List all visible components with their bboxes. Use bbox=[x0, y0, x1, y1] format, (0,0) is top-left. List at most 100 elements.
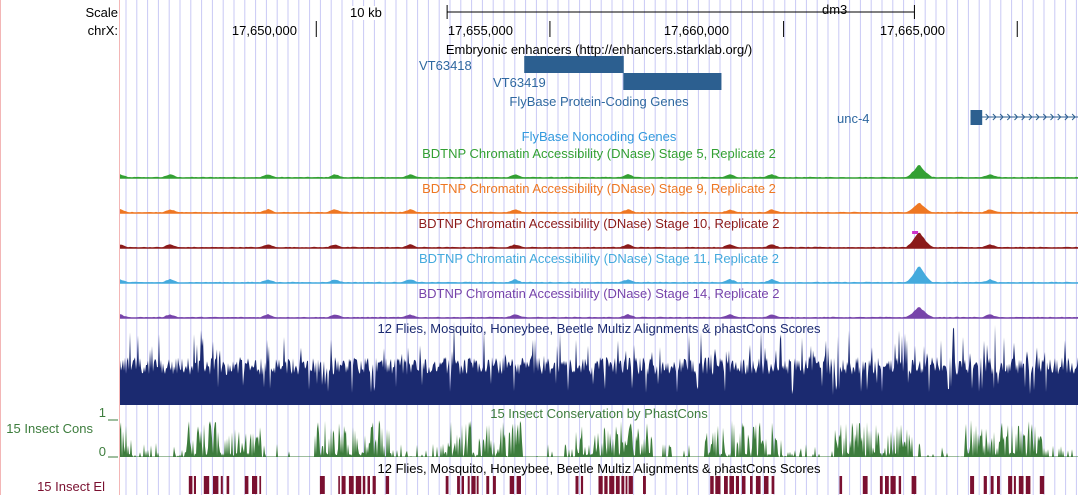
flybase-noncoding-title[interactable]: FlyBase Noncoding Genes bbox=[521, 129, 677, 144]
conserved-element bbox=[970, 476, 975, 494]
conserved-element bbox=[341, 476, 346, 494]
dnase-stage14-title[interactable]: BDTNP Chromatin Accessibility (DNase) St… bbox=[418, 286, 780, 301]
phastcons-track-title[interactable]: 15 Insect Conservation by PhastCons bbox=[490, 406, 708, 421]
conserved-element bbox=[771, 476, 775, 494]
conserved-element bbox=[735, 476, 739, 494]
conserved-element bbox=[461, 476, 464, 494]
multiz-track-title[interactable]: 12 Flies, Mosquito, Honeybee, Beetle Mul… bbox=[377, 321, 821, 336]
conserved-element bbox=[355, 476, 362, 494]
conserved-element bbox=[338, 476, 340, 494]
conserved-elements bbox=[188, 476, 1045, 494]
phastcons-wiggle bbox=[120, 420, 1078, 457]
conserved-element bbox=[741, 476, 746, 494]
base-position-ruler bbox=[315, 5, 1018, 37]
conserved-element bbox=[492, 476, 496, 494]
conserved-element bbox=[188, 476, 193, 494]
ruler-tick-label-1: 17,650,000 bbox=[231, 23, 297, 38]
multiz-wiggle bbox=[120, 321, 1078, 405]
conserved-element bbox=[1008, 476, 1013, 494]
conserved-element bbox=[862, 476, 868, 494]
gene-strand-arrow bbox=[1021, 113, 1026, 121]
gene-feature-unc-4[interactable] bbox=[970, 110, 1078, 125]
conserved-element bbox=[983, 476, 987, 494]
conserved-element bbox=[604, 476, 608, 494]
dnase-signal-tracks bbox=[120, 165, 1078, 319]
conserved-element bbox=[890, 476, 896, 494]
cons-axis-max: 1 bbox=[98, 405, 106, 420]
conserved-element bbox=[220, 476, 223, 494]
conserved-element bbox=[625, 476, 628, 494]
conserved-element bbox=[213, 476, 219, 494]
dnase-stage10-clipped-peak bbox=[912, 231, 919, 234]
dnase-stage9-title[interactable]: BDTNP Chromatin Accessibility (DNase) St… bbox=[422, 181, 776, 196]
dnase-stage5-title[interactable]: BDTNP Chromatin Accessibility (DNase) St… bbox=[422, 146, 776, 161]
conserved-element bbox=[724, 476, 728, 494]
scale-bar-text: 10 kb bbox=[348, 5, 384, 20]
gene-label-unc-4[interactable]: unc-4 bbox=[837, 111, 870, 126]
cons-track-label[interactable]: 15 Insect Cons bbox=[6, 421, 93, 436]
conserved-element bbox=[879, 476, 883, 494]
conserved-element bbox=[471, 476, 476, 494]
conserved-element bbox=[203, 476, 210, 494]
gene-strand-arrow bbox=[1042, 113, 1048, 121]
conserved-element bbox=[1018, 476, 1024, 494]
conserved-element bbox=[628, 476, 633, 494]
multiz-signal bbox=[120, 321, 1078, 405]
scale-label: Scale bbox=[85, 5, 118, 20]
conserved-element bbox=[580, 476, 584, 494]
enhancers-track-title[interactable]: Embryonic enhancers (http://enhancers.st… bbox=[445, 42, 753, 57]
conserved-element bbox=[643, 476, 646, 494]
conserved-element bbox=[621, 476, 625, 494]
gene-strand-arrow bbox=[1006, 113, 1012, 121]
gene-strand-arrow bbox=[1035, 113, 1040, 121]
conserved-element bbox=[516, 476, 521, 494]
gene-strand-arrow bbox=[1050, 113, 1055, 121]
gene-exon bbox=[970, 110, 983, 125]
conserved-element bbox=[615, 476, 620, 494]
enhancer-features[interactable] bbox=[524, 56, 722, 90]
enhancer-block-VT63419 bbox=[623, 73, 722, 90]
gene-strand-arrow bbox=[1071, 113, 1076, 121]
tracks-canvas[interactable] bbox=[120, 0, 1078, 495]
cons-axis-min: 0 bbox=[98, 444, 106, 459]
label-separator bbox=[119, 0, 120, 495]
track-label-panel[interactable]: Scale chrX: 15 Insect Cons 1 0 15 Insect… bbox=[0, 0, 119, 495]
gene-strand-arrow bbox=[1057, 113, 1062, 121]
conserved-element bbox=[319, 476, 325, 494]
conserved-element bbox=[575, 476, 579, 494]
conserved-element bbox=[598, 476, 603, 494]
enhancer-label-VT63418[interactable]: VT63418 bbox=[419, 58, 472, 73]
elements-track-title[interactable]: 12 Flies, Mosquito, Honeybee, Beetle Mul… bbox=[377, 461, 821, 476]
ruler-tick-label-3: 17,660,000 bbox=[663, 23, 729, 38]
ruler-tick-label-2: 17,655,000 bbox=[447, 23, 513, 38]
conserved-element bbox=[729, 476, 734, 494]
conserved-element bbox=[764, 476, 769, 494]
enhancer-block-VT63418 bbox=[524, 56, 624, 73]
conserved-element bbox=[226, 476, 230, 494]
dnase-signal-2 bbox=[120, 232, 1078, 248]
conserved-element bbox=[486, 476, 490, 494]
flybase-coding-title[interactable]: FlyBase Protein-Coding Genes bbox=[509, 94, 689, 109]
conserved-element bbox=[193, 476, 196, 494]
conserved-element bbox=[710, 476, 714, 494]
dnase-stage10-title[interactable]: BDTNP Chromatin Accessibility (DNase) St… bbox=[418, 216, 780, 231]
phastcons-signal bbox=[120, 420, 1078, 457]
tracks-area[interactable]: 10 kb dm3 17,650,000 17,655,000 17,660,0… bbox=[120, 0, 1078, 495]
conserved-element bbox=[457, 476, 460, 494]
gene-strand-arrow bbox=[999, 113, 1004, 121]
conserved-element bbox=[898, 476, 902, 494]
enhancer-label-VT63419[interactable]: VT63419 bbox=[493, 75, 546, 90]
conserved-element bbox=[476, 476, 479, 494]
dnase-signal-3 bbox=[120, 266, 1078, 283]
conserved-element bbox=[839, 476, 843, 494]
conserved-element bbox=[990, 476, 994, 494]
conserved-element bbox=[609, 476, 615, 494]
ruler-tick-label-4: 17,665,000 bbox=[879, 23, 945, 38]
elements-track-label[interactable]: 15 Insect El bbox=[37, 479, 105, 494]
conserved-element bbox=[885, 476, 889, 494]
conserved-element bbox=[252, 476, 258, 494]
conserved-element bbox=[750, 476, 753, 494]
conserved-element bbox=[467, 476, 470, 494]
dnase-stage11-title[interactable]: BDTNP Chromatin Accessibility (DNase) St… bbox=[418, 251, 780, 266]
